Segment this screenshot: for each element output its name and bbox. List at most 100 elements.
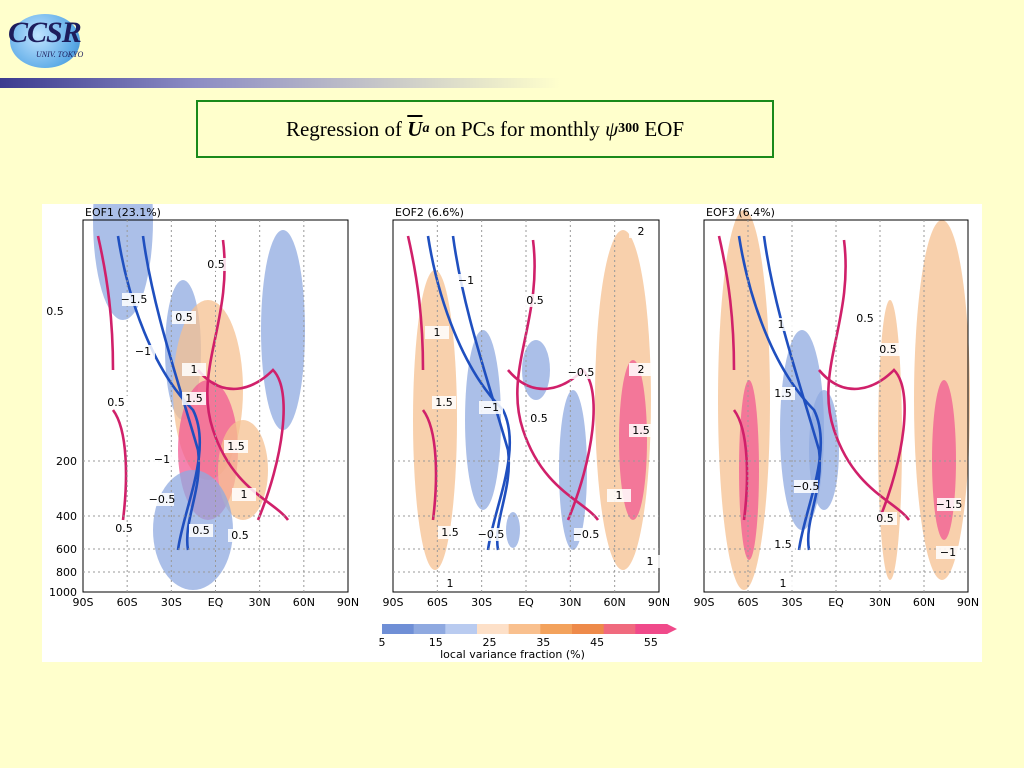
contour-label-bg [432,396,456,409]
figure-svg: EOF1 (23.1%) 90S 60S 30S EQ 30N 60N 90N 200 400 60… [43,204,979,661]
colorbar-segment [635,624,668,634]
panel-title: EOF3 (6.4%) [706,206,775,219]
contour-label: 0.5 [175,311,193,324]
x-tick-label: 90N [648,596,670,609]
contour-line [111,409,128,521]
contour-label-bg [873,512,897,525]
contour-label: 0.5 [192,524,210,537]
colorbar-label: local variance fraction (%) [440,648,585,661]
contour-label-bg [182,363,206,376]
panel-title: EOF2 (6.6%) [395,206,464,219]
colorbar-segment [508,624,541,634]
x-tick-label: 30N [559,596,581,609]
contour-line [737,235,823,551]
y-tick-label: 400 [56,510,77,523]
contour-label-bg [131,345,155,358]
contour-label: 1.5 [441,526,459,539]
contour-line [197,368,285,521]
contour-label-bg [479,528,503,541]
x-tick-label: 90S [73,596,94,609]
contour-label-bg [574,528,598,541]
contour-label-bg [228,529,252,542]
y-tick-label: 200 [56,455,77,468]
colorbar-segment [413,624,446,634]
contour-label-bg [112,522,136,535]
contour-label: 1 [434,326,441,339]
x-tick-label: 60S [117,596,138,609]
contour-label-bg [771,538,795,551]
contour-label: −0.5 [568,366,595,379]
x-tick-label: 60N [604,596,626,609]
contour-label: −1 [154,453,170,466]
contour-label-bg [454,274,478,287]
contour-label-bg [150,453,174,466]
contour-label: −1 [458,274,474,287]
colorbar-tick: 55 [644,636,658,649]
panel-1 [43,204,349,593]
colorbar-segment [540,624,573,634]
x-tick-label: 90N [957,596,979,609]
shaded-region [619,360,647,520]
x-tick-label: 90N [337,596,359,609]
x-tick-label: 90S [694,596,715,609]
contour-label-bg [523,294,547,307]
contour-label: −1.5 [936,498,963,511]
contour-label-bg [629,225,653,238]
contour-label-bg [150,493,174,506]
panel-title: EOF1 (23.1%) [85,206,161,219]
logo-globe [10,14,80,68]
y-tick-label: 1000 [49,586,77,599]
contour-label-bg [853,312,877,325]
contour-label-bg [104,396,128,409]
contour-label-bg [937,498,961,511]
contour-label-bg [629,363,653,376]
contour-label: 2 [638,225,645,238]
panel-3 [703,210,970,593]
contour-label: 1 [778,318,785,331]
shaded-region [465,330,501,510]
contour-label-bg [182,392,206,405]
x-tick-label: 60S [738,596,759,609]
title-psi-sub: 300 [618,121,640,136]
contour-label: 1 [647,555,654,568]
contour-label-bg [769,318,793,331]
colorbar-arrow [667,624,677,634]
contour-label: 0.5 [526,294,544,307]
contour-label-bg [527,412,551,425]
colorbar-segment [445,624,478,634]
contour-label: 0.5 [530,412,548,425]
contour-label: 1.5 [185,392,203,405]
contour-label: 1 [447,577,454,590]
contour-label-bg [479,401,503,414]
contour-label: −0.5 [793,480,820,493]
contour-label: 1.5 [632,424,650,437]
contour-label: 1 [191,363,198,376]
colorbar-tick: 5 [379,636,386,649]
contour-label-bg [204,258,228,271]
shaded-region [739,380,759,560]
contour-label: 1.5 [774,387,792,400]
x-tick-label: 60S [427,596,448,609]
contour-label: 0.5 [115,522,133,535]
colorbar-segment [603,624,636,634]
ccsr-logo: CCSR UNIV. TOKYO [6,6,96,68]
x-tick-label: 30S [471,596,492,609]
panel-2 [392,219,662,593]
contour-label-bg [794,480,818,493]
contour-line [818,368,906,521]
contour-label-bg [638,555,662,568]
contour-label-bg [232,488,256,501]
contour-label: 0.5 [231,529,249,542]
contour-label: −1.5 [121,293,148,306]
colorbar-tick: 15 [429,636,443,649]
contour-label-bg [43,305,67,318]
x-tick-label: EQ [518,596,534,609]
contour-label: −0.5 [149,493,176,506]
contour-label: 0.5 [879,343,897,356]
title-prefix: Regression of [285,116,403,141]
contour-label-bg [438,577,462,590]
y-tick-label: 600 [56,543,77,556]
colorbar-segment [477,624,510,634]
contour-label: 1 [616,489,623,502]
contour-label-bg [936,546,960,559]
